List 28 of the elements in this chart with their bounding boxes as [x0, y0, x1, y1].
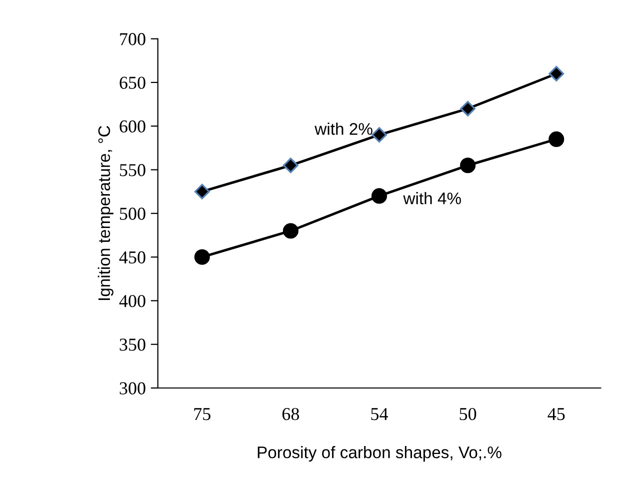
y-tick-label: 600 — [120, 120, 146, 133]
point — [194, 249, 210, 265]
x-tick-label: 68 — [282, 408, 300, 420]
y-axis-title: Ignition temperature, °C — [98, 126, 114, 300]
series-label: with 2% — [314, 122, 372, 135]
point — [282, 158, 298, 174]
y-tick-label: 450 — [119, 251, 146, 264]
x-tick-label: 54 — [371, 408, 388, 420]
point — [548, 131, 564, 147]
y-tick-label: 400 — [119, 294, 146, 308]
y-tick-label: 350 — [120, 338, 146, 351]
x-tick-label: 75 — [194, 408, 210, 420]
y-tick-label: 550 — [120, 164, 146, 176]
point — [460, 158, 476, 174]
point — [460, 100, 476, 116]
point — [548, 66, 564, 82]
y-tick-label: 700 — [120, 33, 146, 46]
x-tick-label: 45 — [548, 408, 565, 420]
point — [194, 184, 210, 200]
series-label: with 4% — [403, 192, 461, 204]
y-tick-label: 650 — [120, 76, 146, 89]
x-tick-label: 50 — [460, 408, 476, 420]
point — [282, 223, 298, 239]
y-tick-label: 500 — [120, 208, 146, 220]
y-tick-label: 300 — [120, 382, 146, 394]
point — [372, 127, 387, 143]
x-axis-title: Porosity of carbon shapes, Vo;.% — [258, 446, 502, 462]
point — [371, 188, 388, 204]
